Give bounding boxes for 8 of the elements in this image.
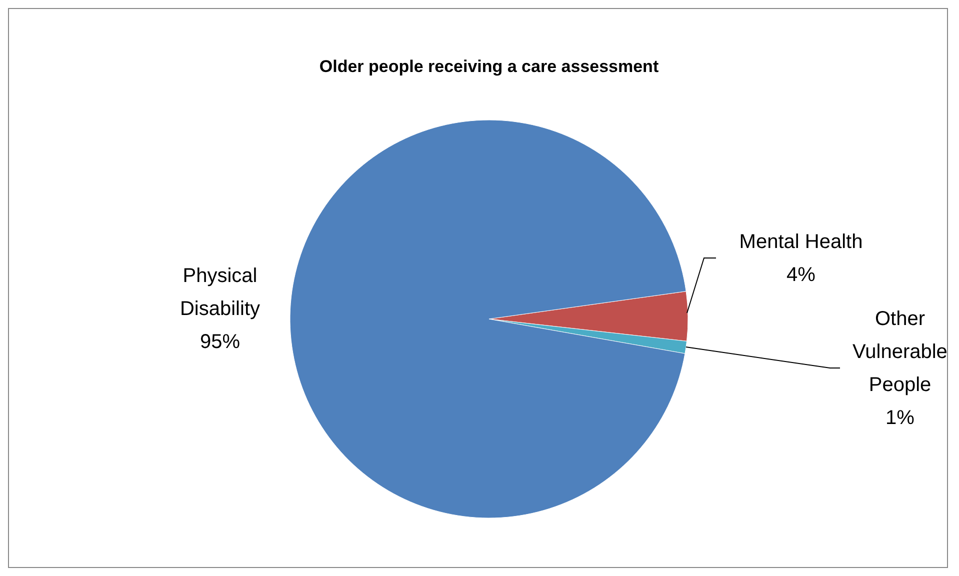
data-label: 95%: [200, 331, 240, 353]
data-label: 4%: [786, 264, 816, 286]
slice-label: Mental Health: [739, 231, 863, 253]
slice-label: Physical Disability: [180, 265, 260, 320]
data-label: 1%: [886, 407, 915, 429]
pie-slice: [290, 120, 686, 518]
chart-title: Older people receiving a care assessment: [319, 57, 659, 76]
slice-label: Other Vulnerable People: [852, 308, 948, 396]
